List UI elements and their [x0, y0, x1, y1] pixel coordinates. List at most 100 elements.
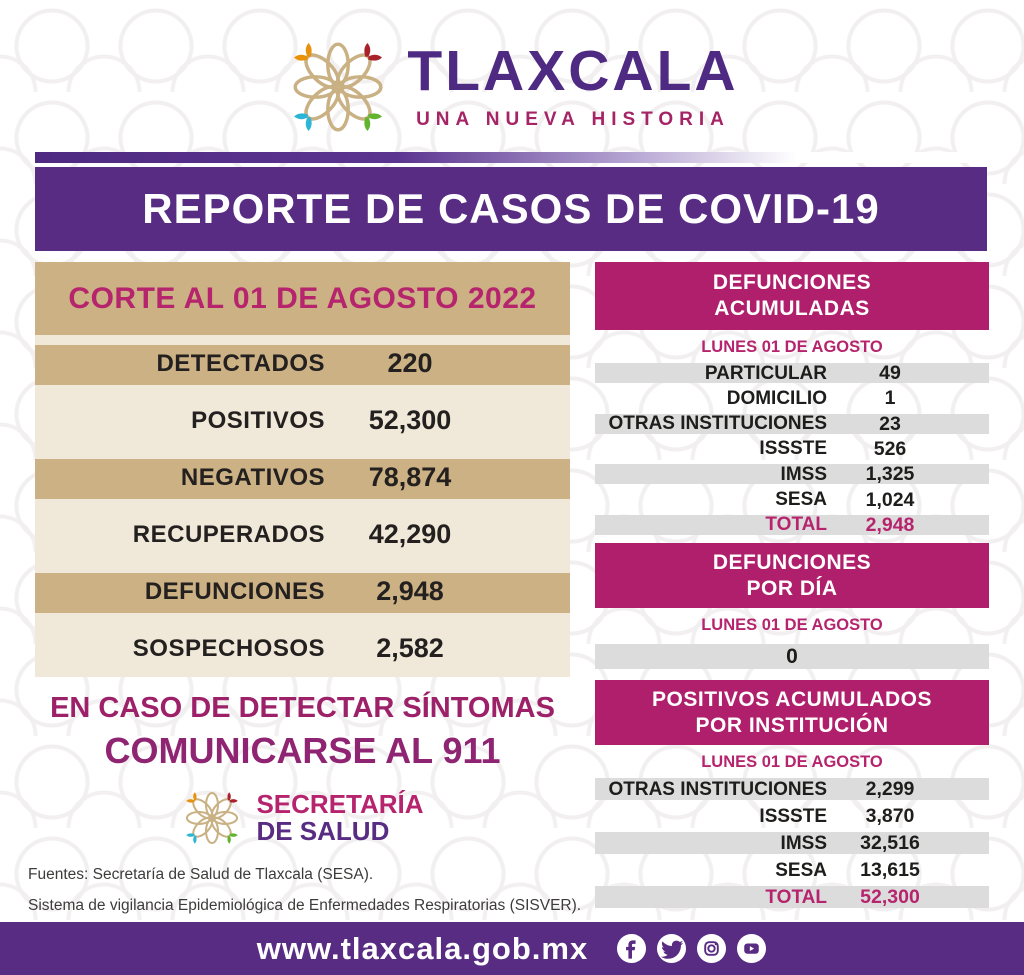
table-row: IMSS 1,325 [595, 462, 989, 488]
row-value: 2,948 [865, 513, 915, 536]
row-value: 526 [873, 437, 907, 460]
row-label: SESA [775, 489, 827, 511]
secretaria-line1: SECRETARÍA [256, 788, 424, 819]
social-icons [616, 933, 767, 964]
summary-panel: CORTE AL 01 DE AGOSTO 2022 DETECTADOS 22… [35, 262, 570, 677]
brand-tagline: UNA NUEVA HISTORIA [416, 109, 730, 130]
section-table: PARTICULAR 49 DOMICILIO 1 OTRAS INSTITUC… [595, 361, 989, 538]
section-title-line1: DEFUNCIONES [712, 550, 872, 574]
advice-line1: EN CASO DE DETECTAR SÍNTOMAS [50, 692, 555, 724]
table-row: DETECTADOS 220 [35, 335, 570, 392]
row-label: DETECTADOS [156, 349, 325, 377]
row-value: 52,300 [860, 886, 920, 908]
secretaria-salud-logo: SECRETARÍA DE SALUD [35, 784, 570, 852]
cutoff-date-title: CORTE AL 01 DE AGOSTO 2022 [68, 281, 537, 315]
row-value: 1,024 [865, 488, 915, 511]
row-value: 1,325 [865, 463, 915, 486]
row-value: 42,290 [368, 519, 452, 549]
section-defunciones-acumuladas: DEFUNCIONES ACUMULADAS LUNES 01 DE AGOST… [595, 262, 989, 538]
footer-bar: www.tlaxcala.gob.mx [0, 922, 1024, 975]
row-label: NEGATIVOS [180, 463, 325, 491]
source-footnotes: Fuentes: Secretaría de Salud de Tlaxcala… [28, 866, 668, 928]
row-label: PARTICULAR [704, 362, 827, 384]
row-value: 1 [884, 387, 896, 410]
twitter-icon[interactable] [656, 933, 687, 964]
row-value: 2,582 [376, 633, 444, 663]
section-title-line2: POR INSTITUCIÓN [695, 713, 889, 737]
brand-name: TLAXCALA [407, 39, 739, 103]
table-row: PARTICULAR 49 [595, 361, 989, 387]
section-date: LUNES 01 DE AGOSTO [701, 753, 883, 771]
section-date: LUNES 01 DE AGOSTO [701, 616, 883, 634]
table-row: IMSS 32,516 [595, 830, 989, 857]
table-row: SESA 13,615 [595, 857, 989, 884]
row-label: SESA [775, 859, 827, 881]
row-value: 220 [387, 348, 433, 378]
brand-header: TLAXCALA UNA NUEVA HISTORIA [0, 24, 1024, 150]
table-row: OTRAS INSTITUCIONES 2,299 [595, 776, 989, 803]
row-label: ISSSTE [759, 438, 827, 460]
row-label: POSITIVOS [191, 406, 325, 434]
row-label: ISSSTE [759, 805, 827, 827]
section-date: LUNES 01 DE AGOSTO [701, 338, 883, 356]
row-label: DOMICILIO [726, 387, 827, 409]
table-row-total: TOTAL 2,948 [595, 512, 989, 538]
table-row: DOMICILIO 1 [595, 386, 989, 411]
instagram-icon[interactable] [696, 933, 727, 964]
section-title-line2: ACUMULADAS [714, 297, 870, 320]
website-link[interactable]: www.tlaxcala.gob.mx [256, 930, 589, 966]
row-value: 2,948 [376, 576, 444, 606]
footnote-line: Fuentes: Secretaría de Salud de Tlaxcala… [28, 866, 374, 883]
table-row: ISSSTE 3,870 [595, 803, 989, 830]
secretaria-line2: DE SALUD [256, 816, 390, 846]
row-label: RECUPERADOS [132, 520, 325, 548]
summary-table: DETECTADOS 220 POSITIVOS 52,300 NEGATIVO… [35, 335, 570, 677]
youtube-icon[interactable] [736, 933, 767, 964]
section-title-line2: POR DÍA [746, 576, 838, 600]
row-label: TOTAL [765, 514, 827, 536]
row-label: SOSPECHOSOS [132, 634, 325, 662]
table-row: SOSPECHOSOS 2,582 [35, 620, 570, 677]
row-label: IMSS [780, 832, 827, 854]
section-header: DEFUNCIONES ACUMULADAS [595, 262, 989, 330]
page-title: REPORTE DE CASOS DE COVID-19 [142, 185, 880, 232]
section-positivos-por-institucion: POSITIVOS ACUMULADOS POR INSTITUCIÓN LUN… [595, 680, 989, 911]
row-label: TOTAL [765, 886, 827, 908]
table-row: POSITIVOS 52,300 [35, 392, 570, 449]
table-row: NEGATIVOS 78,874 [35, 449, 570, 506]
row-value: 23 [879, 412, 901, 435]
row-value: 13,615 [860, 859, 920, 881]
row-value: 3,870 [865, 805, 915, 827]
row-value: 49 [879, 362, 901, 385]
facebook-icon[interactable] [616, 933, 647, 964]
section-title-line1: POSITIVOS ACUMULADOS [652, 687, 932, 711]
gradient-divider [35, 152, 987, 163]
tlaxcala-flower-logo-icon [293, 42, 383, 132]
table-row: ISSSTE 526 [595, 437, 989, 462]
table-row: OTRAS INSTITUCIONES 23 [595, 411, 989, 437]
table-row-total: TOTAL 52,300 [595, 884, 989, 911]
row-value: 78,874 [368, 462, 452, 492]
row-value: 52,300 [368, 405, 452, 435]
advice-line2: COMUNICARSE AL 911 [104, 730, 501, 771]
title-banner: REPORTE DE CASOS DE COVID-19 [35, 167, 987, 251]
section-header: POSITIVOS ACUMULADOS POR INSTITUCIÓN [595, 680, 989, 745]
row-value: 2,299 [865, 778, 915, 800]
section-defunciones-por-dia: DEFUNCIONES POR DÍA LUNES 01 DE AGOSTO 0 [595, 543, 989, 670]
row-label: IMSS [780, 463, 827, 485]
row-label: DEFUNCIONES [144, 577, 325, 605]
row-label: OTRAS INSTITUCIONES [608, 778, 827, 800]
section-table: OTRAS INSTITUCIONES 2,299 ISSSTE 3,870 I… [595, 776, 989, 911]
row-label: OTRAS INSTITUCIONES [608, 413, 827, 435]
secretaria-flower-icon [186, 791, 239, 845]
secretaria-wordmark: SECRETARÍA DE SALUD [256, 788, 424, 846]
summary-header: CORTE AL 01 DE AGOSTO 2022 [35, 262, 570, 335]
table-row: RECUPERADOS 42,290 [35, 506, 570, 563]
daily-deaths-value: 0 [595, 644, 989, 669]
symptoms-advice: EN CASO DE DETECTAR SÍNTOMAS COMUNICARSE… [35, 692, 570, 772]
brand-wordmark: TLAXCALA UNA NUEVA HISTORIA [407, 43, 738, 131]
section-header: DEFUNCIONES POR DÍA [595, 543, 989, 608]
table-row: DEFUNCIONES 2,948 [35, 563, 570, 620]
footnote-line: Sistema de vigilancia Epidemiológica de … [28, 897, 582, 914]
